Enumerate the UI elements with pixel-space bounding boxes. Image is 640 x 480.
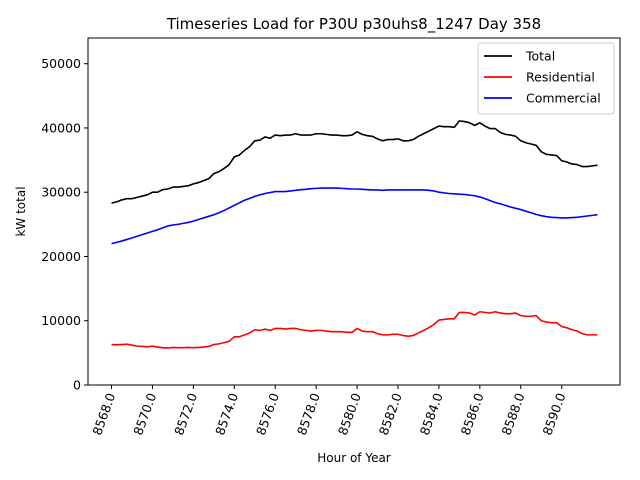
y-tick-label: 50000 — [41, 56, 81, 71]
series-line-total — [111, 120, 598, 204]
x-tick-label: 8584.0 — [417, 391, 446, 437]
x-tick-label: 8590.0 — [539, 391, 568, 437]
series-line-commercial — [111, 187, 598, 245]
y-tick-label: 30000 — [41, 185, 81, 200]
legend-label-total: Total — [525, 49, 555, 64]
x-tick-label: 8576.0 — [253, 391, 282, 437]
y-axis-label: kW total — [14, 186, 28, 236]
x-tick-label: 8568.0 — [89, 391, 118, 437]
x-tick-label: 8570.0 — [130, 391, 159, 437]
series-layer — [111, 120, 598, 349]
series-line-residential — [111, 310, 598, 349]
x-tick-label: 8578.0 — [294, 391, 323, 437]
y-axis: 0 10000 20000 30000 40000 50000 — [41, 56, 88, 393]
y-tick-label: 20000 — [41, 249, 81, 264]
legend: Total Residential Commercial — [477, 42, 615, 115]
x-tick-label: 8572.0 — [171, 391, 200, 437]
legend-box — [477, 42, 615, 115]
plot-frame — [87, 37, 621, 386]
y-tick-label: 10000 — [41, 313, 81, 328]
x-tick-label: 8582.0 — [376, 391, 405, 437]
legend-label-commercial: Commercial — [526, 91, 601, 106]
x-tick-label: 8588.0 — [499, 391, 528, 437]
y-tick-label: 40000 — [41, 120, 81, 135]
y-tick-label: 0 — [73, 378, 81, 393]
x-axis: 8568.0 8570.0 8572.0 8574.0 8576.0 8578.0 8580… — [89, 385, 569, 437]
legend-label-residential: Residential — [526, 70, 595, 85]
x-tick-label: 8586.0 — [458, 391, 487, 437]
chart-title: Timeseries Load for P30U p30uhs8_1247 Da… — [166, 15, 541, 34]
x-tick-label: 8580.0 — [335, 391, 364, 437]
x-axis-label: Hour of Year — [317, 451, 391, 465]
x-tick-label: 8574.0 — [212, 391, 241, 437]
